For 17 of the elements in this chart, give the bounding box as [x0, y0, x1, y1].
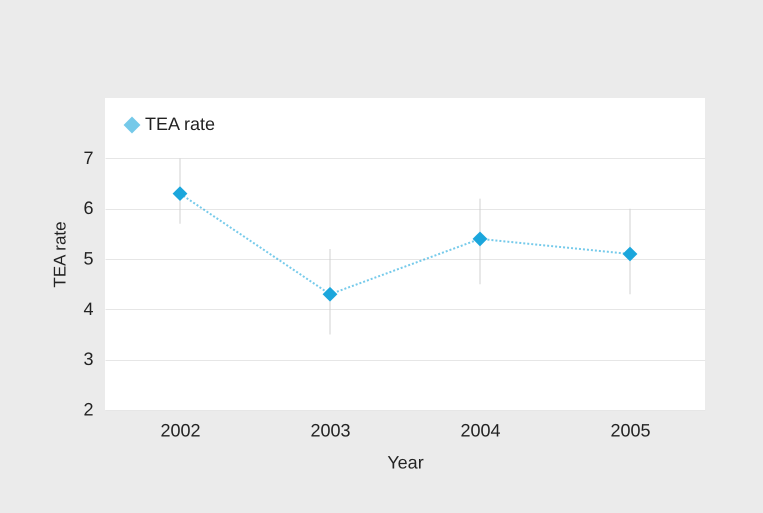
y-tick-label: 7	[83, 148, 94, 168]
point	[472, 231, 488, 246]
point	[322, 286, 338, 302]
legend-label: TEA rate	[145, 114, 216, 134]
point	[622, 246, 638, 262]
x-tick-label: 2003	[310, 420, 351, 440]
x-tick-label: 2005	[610, 420, 651, 440]
y-tick-label: 4	[83, 298, 94, 319]
y-tick-label: 3	[83, 349, 94, 370]
x-tick-label: 2004	[460, 420, 501, 440]
y-tick-label: 5	[83, 248, 94, 269]
x-axis-title: Year	[387, 452, 424, 472]
y-tick-label: 6	[83, 198, 94, 218]
x-tick-label: 2002	[160, 420, 201, 440]
y-tick-label: 2	[83, 400, 94, 420]
y-axis-title: TEA rate	[50, 221, 70, 288]
point	[172, 186, 188, 202]
